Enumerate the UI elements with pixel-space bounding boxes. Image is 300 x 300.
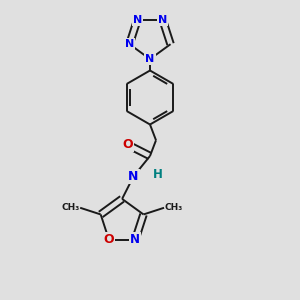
Text: CH₃: CH₃ [165,203,183,212]
Text: CH₃: CH₃ [61,203,79,212]
Text: O: O [103,233,114,246]
Text: N: N [158,15,167,25]
Text: N: N [146,54,154,64]
Text: N: N [125,39,134,49]
Text: N: N [130,233,140,246]
Text: N: N [128,170,139,183]
Text: O: O [122,138,133,151]
Text: H: H [153,168,162,182]
Text: N: N [133,15,142,25]
